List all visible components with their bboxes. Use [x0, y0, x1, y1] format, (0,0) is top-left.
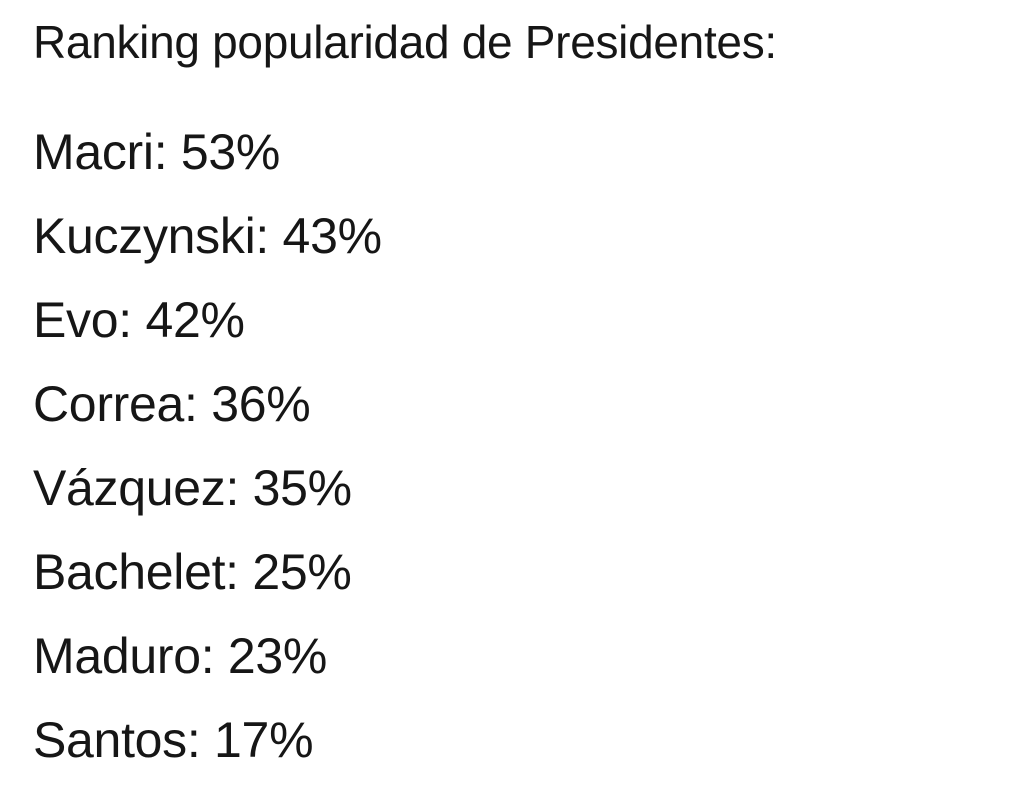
ranking-row-evo: Evo: 42% — [33, 292, 245, 348]
ranking-list: Macri: 53% Kuczynski: 43% Evo: 42% Corre… — [33, 119, 382, 791]
ranking-row-santos: Santos: 17% — [33, 712, 314, 768]
page-title: Ranking popularidad de Presidentes: — [33, 16, 777, 68]
ranking-row-vazquez: Vázquez: 35% — [33, 460, 352, 516]
ranking-row-macri: Macri: 53% — [33, 124, 281, 180]
ranking-row-maduro: Maduro: 23% — [33, 628, 328, 684]
ranking-row-bachelet: Bachelet: 25% — [33, 544, 352, 600]
ranking-document: Ranking popularidad de Presidentes: Macr… — [33, 0, 1003, 786]
ranking-row-kuczynski: Kuczynski: 43% — [33, 208, 382, 264]
ranking-row-correa: Correa: 36% — [33, 376, 311, 432]
